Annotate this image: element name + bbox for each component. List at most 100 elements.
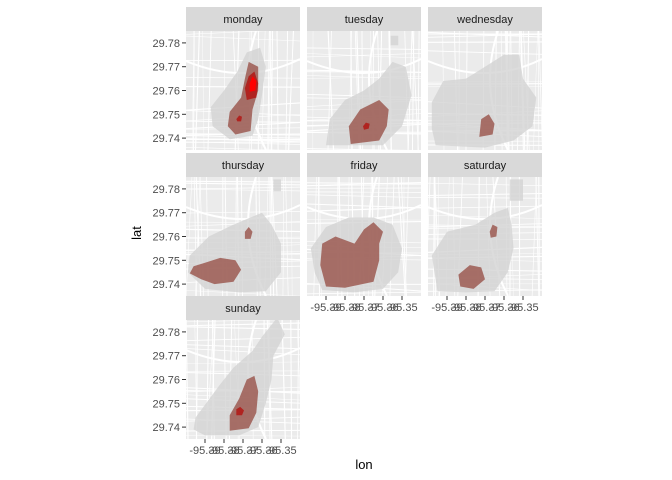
x-axis-title: lon xyxy=(355,457,372,472)
x-tick-label: -95.36 xyxy=(246,445,277,457)
density-region-mid xyxy=(479,114,495,137)
map-road xyxy=(428,33,542,38)
map-road xyxy=(425,177,426,296)
map-road xyxy=(193,31,195,150)
map-road xyxy=(297,320,300,439)
map-road xyxy=(186,348,300,356)
x-tick-label: -95.39 xyxy=(189,445,220,457)
x-tick-label: -95.37 xyxy=(469,302,500,314)
density-region-peak xyxy=(249,76,257,92)
map-road xyxy=(186,177,193,296)
map-road xyxy=(296,320,300,401)
facet-saturday: saturday xyxy=(425,153,542,296)
density-region-low xyxy=(431,54,537,148)
map-road xyxy=(291,177,293,296)
density-region-low xyxy=(273,179,281,192)
facet-strip xyxy=(186,296,300,320)
map-road xyxy=(186,138,300,141)
x-tick-label: -95.36 xyxy=(367,302,398,314)
facet-thursday: thursday xyxy=(186,153,300,296)
density-region-high xyxy=(236,406,244,416)
facet-strip xyxy=(307,153,421,177)
map-road xyxy=(186,435,300,437)
density-region-mid xyxy=(189,257,242,285)
facet-strip xyxy=(428,153,542,177)
map-road xyxy=(307,47,421,50)
map-road xyxy=(428,177,431,245)
map-road xyxy=(307,182,421,185)
y-tick-label: 29.78 xyxy=(152,327,180,339)
map-road xyxy=(186,141,300,145)
street-map xyxy=(307,177,421,296)
y-axis-title: lat xyxy=(129,226,144,240)
facet-sunday: sunday xyxy=(186,296,300,439)
facet-tuesday: tuesday xyxy=(304,7,421,150)
density-region-mid xyxy=(320,222,383,288)
facet-strip xyxy=(428,7,542,31)
facet-monday: monday xyxy=(186,7,300,150)
map-road xyxy=(307,53,421,58)
x-tick-label: -95.35 xyxy=(507,302,538,314)
facet-label: thursday xyxy=(222,160,265,172)
y-tick-label: 29.76 xyxy=(152,375,180,387)
map-road xyxy=(404,177,409,296)
facet-label: sunday xyxy=(225,303,261,315)
map-road xyxy=(290,320,293,439)
facet-strip xyxy=(186,7,300,31)
y-tick-label: 29.77 xyxy=(152,62,180,74)
density-region-low xyxy=(193,320,285,436)
y-tick-label: 29.75 xyxy=(152,398,180,410)
y-tick-label: 29.76 xyxy=(152,86,180,98)
map-road xyxy=(285,31,289,150)
map-road xyxy=(304,31,306,150)
facet-label: wednesday xyxy=(456,14,513,26)
density-region-high xyxy=(236,115,242,122)
map-road xyxy=(288,31,294,150)
y-tick-label: 29.77 xyxy=(152,351,180,363)
x-tick-label: -95.37 xyxy=(227,445,258,457)
map-road xyxy=(411,31,415,150)
x-tick-label: -95.38 xyxy=(329,302,360,314)
map-road xyxy=(307,53,421,59)
density-region-mid xyxy=(244,227,253,239)
map-road xyxy=(186,344,300,350)
density-region-mid xyxy=(229,375,259,431)
map-highway xyxy=(186,204,300,220)
map-road xyxy=(282,177,285,296)
facet-label: friday xyxy=(351,160,378,172)
y-tick-label: 29.74 xyxy=(152,133,180,145)
street-map xyxy=(186,31,300,150)
map-road xyxy=(186,35,300,42)
map-road xyxy=(285,177,289,296)
x-tick-label: -95.38 xyxy=(450,302,481,314)
facet-strip xyxy=(186,153,300,177)
y-tick-label: 29.75 xyxy=(152,255,180,267)
x-tick-label: -95.35 xyxy=(265,445,296,457)
map-road xyxy=(186,322,300,327)
map-road xyxy=(313,177,317,296)
map-road xyxy=(186,290,300,296)
street-map xyxy=(186,320,300,439)
y-tick-label: 29.74 xyxy=(152,422,180,434)
map-road xyxy=(307,148,412,150)
x-tick-label: -95.39 xyxy=(431,302,462,314)
density-region-mid xyxy=(348,100,389,144)
map-road xyxy=(433,177,435,296)
density-region-low xyxy=(390,35,399,46)
facet-friday: friday xyxy=(307,153,421,296)
x-axes: -95.39-95.38-95.37-95.36-95.35 -95.39-95.… xyxy=(189,296,539,457)
map-road xyxy=(397,177,406,296)
facet-label: saturday xyxy=(464,160,507,172)
x-tick-label: -95.38 xyxy=(208,445,239,457)
map-road xyxy=(417,31,420,150)
facet-wednesday: wednesday xyxy=(428,7,542,150)
facet-label: tuesday xyxy=(345,14,384,26)
map-road xyxy=(428,31,542,38)
density-region-low xyxy=(326,61,412,146)
map-road xyxy=(186,31,269,35)
street-map xyxy=(186,177,300,296)
y-tick-label: 29.77 xyxy=(152,208,180,220)
facet-panels: monday tuesday wednesday thursday friday satu… xyxy=(186,7,542,439)
map-road xyxy=(267,31,270,150)
